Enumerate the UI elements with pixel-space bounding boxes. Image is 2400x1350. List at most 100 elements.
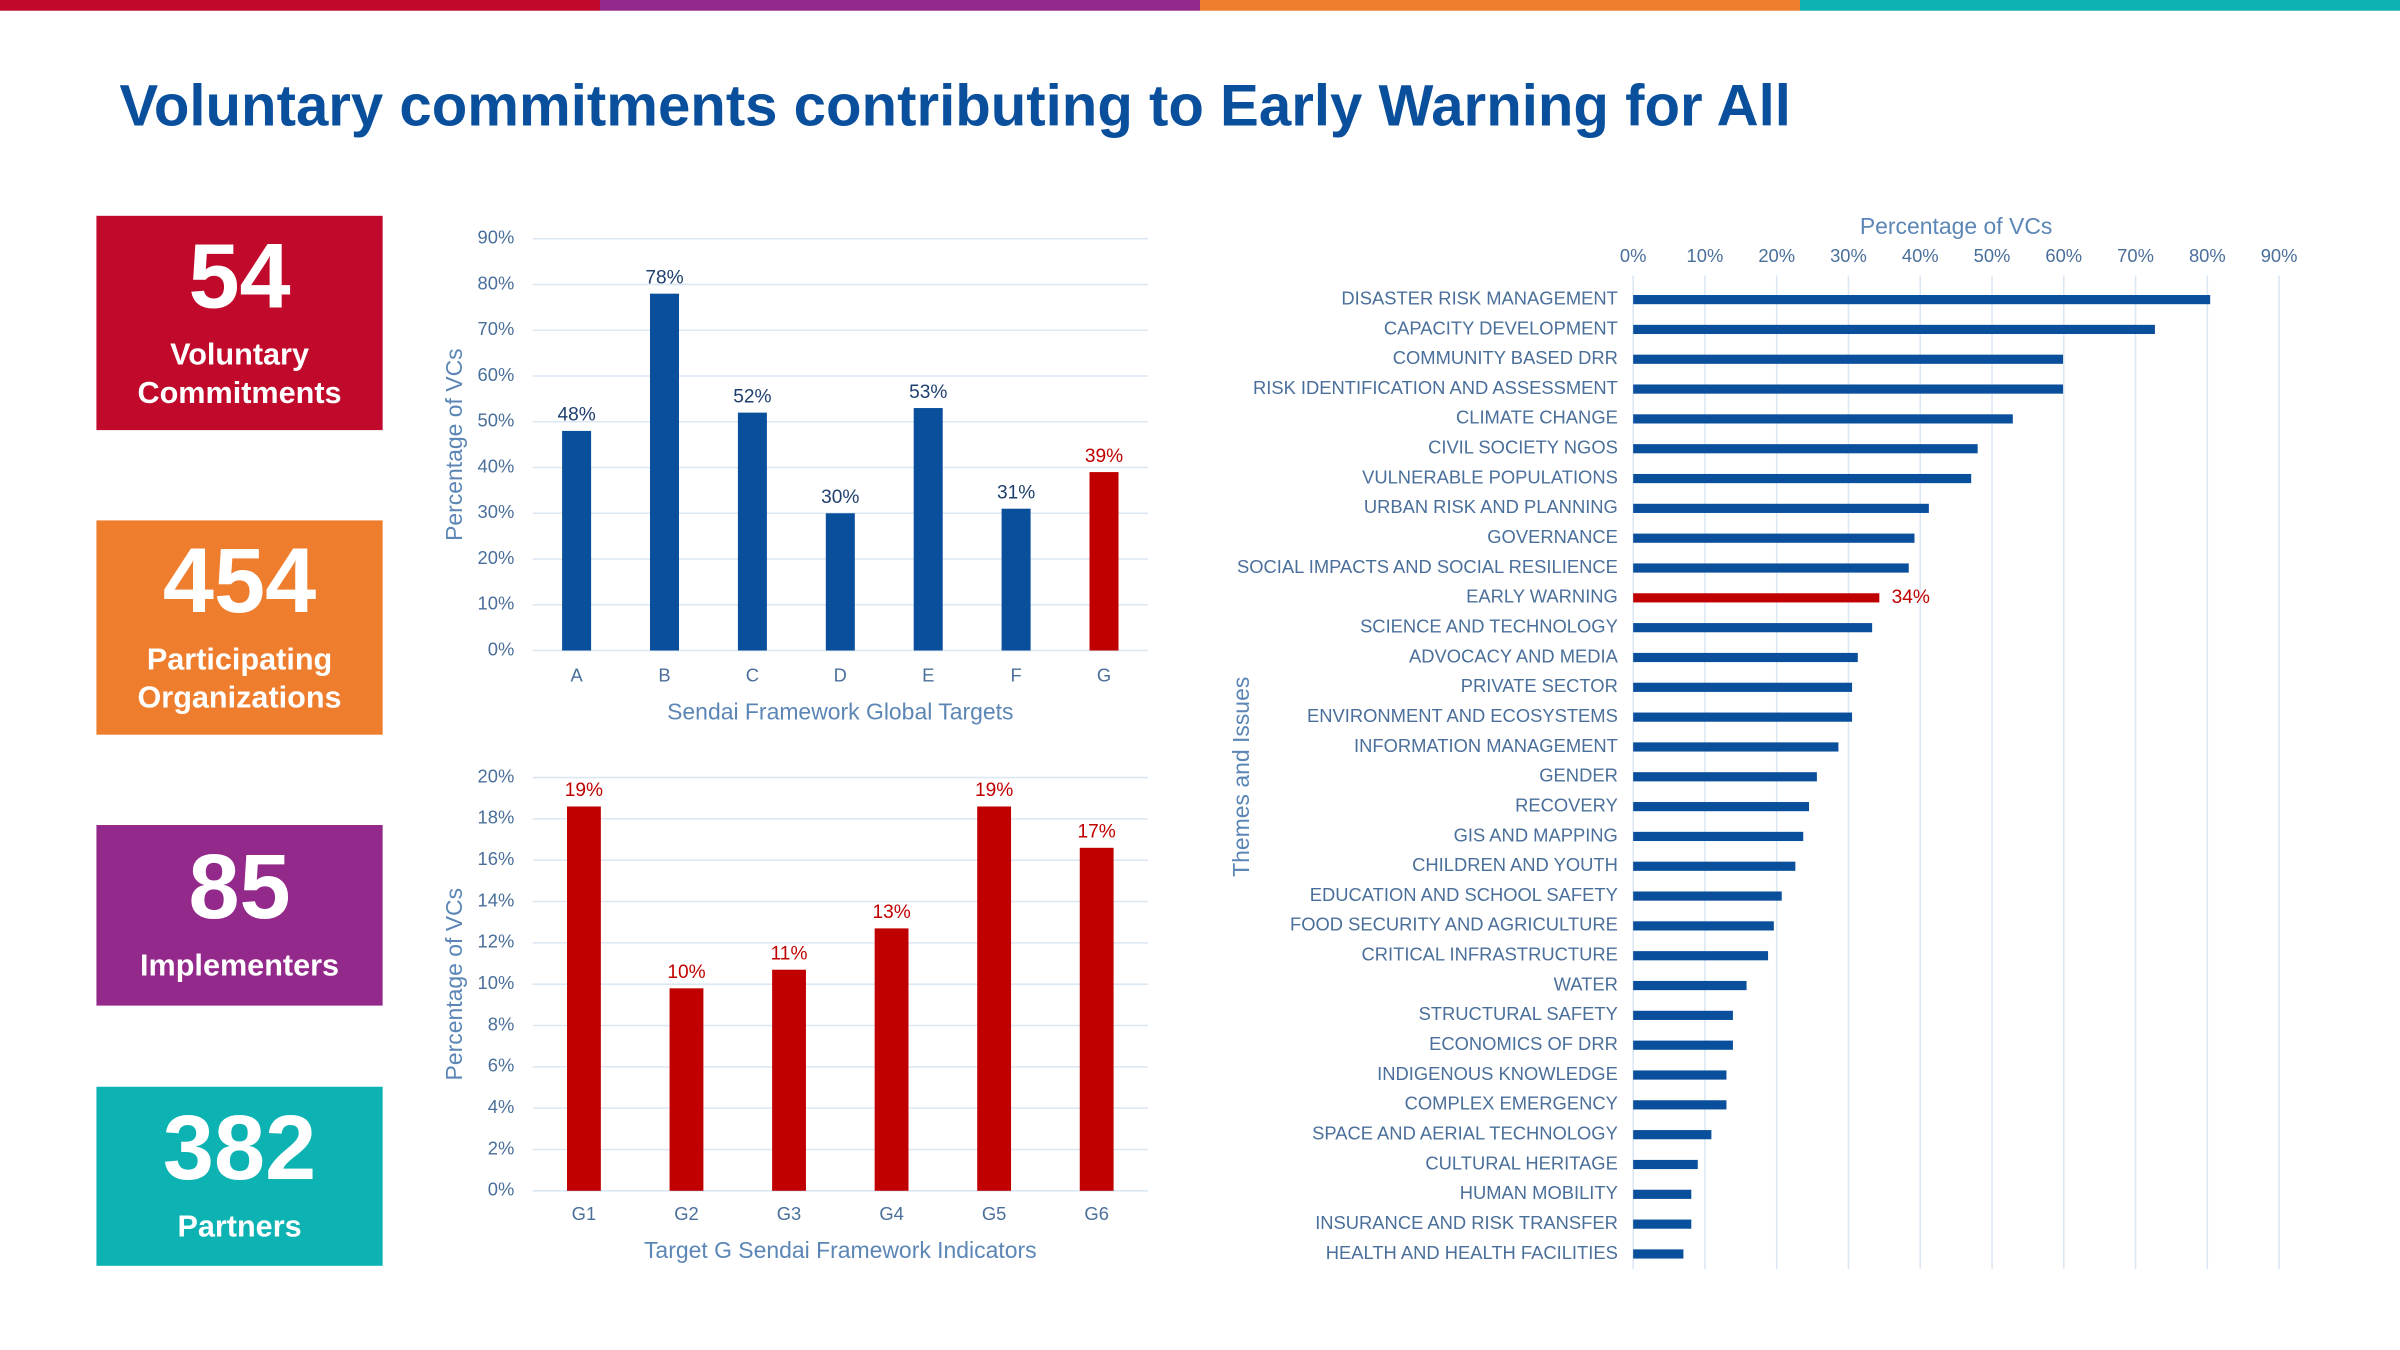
- y-tick-label: VULNERABLE POPULATIONS: [1362, 466, 1618, 487]
- stat-label: Participating: [147, 642, 332, 676]
- bar: [1633, 921, 1774, 931]
- top-stripe: [600, 0, 1200, 11]
- y-tick-label: 18%: [478, 807, 515, 828]
- value-label: 17%: [1078, 822, 1116, 843]
- y-tick-label: GENDER: [1539, 765, 1618, 786]
- stat-card: [96, 520, 383, 735]
- bar: [1633, 354, 2064, 364]
- y-tick-label: 4%: [488, 1096, 515, 1117]
- bar: [1633, 1130, 1712, 1140]
- y-axis-title: Percentage of VCs: [441, 888, 467, 1081]
- y-tick-label: HEALTH AND HEALTH FACILITIES: [1326, 1242, 1618, 1263]
- bar: [1633, 951, 1769, 961]
- bar: [1633, 682, 1853, 692]
- x-tick-label: G6: [1084, 1203, 1109, 1224]
- x-tick-label: 40%: [1902, 245, 1939, 266]
- x-axis-title: Percentage of VCs: [1860, 213, 2053, 239]
- bar: [1633, 1070, 1727, 1080]
- y-tick-label: GIS AND MAPPING: [1454, 824, 1618, 845]
- bar: [1633, 742, 1839, 752]
- y-tick-label: 20%: [478, 547, 515, 568]
- bar: [1089, 472, 1119, 651]
- top-stripe: [0, 0, 600, 11]
- bar: [567, 806, 601, 1191]
- y-tick-label: CHILDREN AND YOUTH: [1412, 854, 1618, 875]
- x-tick-label: 70%: [2117, 245, 2154, 266]
- bar: [650, 293, 680, 651]
- bar: [669, 988, 704, 1191]
- x-tick-label: E: [922, 664, 934, 685]
- bar: [1633, 1249, 1684, 1259]
- bar: [1633, 802, 1809, 812]
- bar: [1633, 1189, 1692, 1199]
- bar: [913, 408, 943, 651]
- bar: [1633, 324, 2155, 335]
- bar: [977, 806, 1012, 1191]
- y-tick-label: EDUCATION AND SCHOOL SAFETY: [1310, 884, 1618, 905]
- x-tick-label: F: [1010, 664, 1021, 685]
- y-tick-label: URBAN RISK AND PLANNING: [1364, 496, 1618, 517]
- y-tick-label: 2%: [488, 1137, 515, 1158]
- top-stripe: [1800, 0, 2400, 11]
- stat-label: Commitments: [137, 376, 341, 410]
- x-tick-label: 30%: [1830, 245, 1867, 266]
- y-tick-label: INSURANCE AND RISK TRANSFER: [1315, 1212, 1618, 1233]
- stat-card: [96, 1086, 383, 1266]
- y-tick-label: DISASTER RISK MANAGEMENT: [1341, 287, 1617, 308]
- bar: [1633, 1159, 1698, 1170]
- y-tick-label: 80%: [478, 272, 515, 293]
- bar: [1633, 533, 1915, 543]
- bar: [737, 412, 767, 651]
- bar: [874, 928, 909, 1191]
- y-tick-label: INFORMATION MANAGEMENT: [1354, 735, 1618, 756]
- y-tick-label: STRUCTURAL SAFETY: [1419, 1003, 1618, 1024]
- y-tick-label: 40%: [478, 455, 515, 476]
- y-tick-label: 0%: [488, 638, 515, 659]
- y-tick-label: 8%: [488, 1013, 515, 1034]
- x-tick-label: 60%: [2045, 245, 2082, 266]
- y-tick-label: RECOVERY: [1515, 794, 1618, 815]
- bar: [1633, 593, 1880, 603]
- stat-value: 454: [163, 530, 316, 632]
- value-label: 52%: [733, 386, 771, 407]
- y-tick-label: EARLY WARNING: [1466, 586, 1618, 607]
- bar: [1633, 712, 1853, 722]
- stat-card: [96, 825, 383, 1006]
- bar: [1633, 980, 1747, 991]
- stat-card: [96, 215, 383, 431]
- x-axis-title: Target G Sendai Framework Indicators: [644, 1237, 1037, 1263]
- value-label: 10%: [667, 962, 705, 983]
- bar: [1633, 652, 1858, 663]
- y-tick-label: 6%: [488, 1055, 515, 1076]
- bar: [1633, 384, 2064, 394]
- y-tick-label: CIVIL SOCIETY NGOS: [1428, 437, 1618, 458]
- y-tick-label: GOVERNANCE: [1487, 526, 1618, 547]
- y-tick-label: SPACE AND AERIAL TECHNOLOGY: [1312, 1123, 1618, 1144]
- stat-value: 382: [163, 1097, 316, 1199]
- bar: [1633, 1040, 1733, 1050]
- bar: [1633, 891, 1782, 901]
- bar: [1633, 1100, 1727, 1110]
- bar: [1633, 772, 1817, 782]
- page-title: Voluntary commitments contributing to Ea…: [119, 74, 1791, 139]
- y-tick-label: COMPLEX EMERGENCY: [1405, 1093, 1618, 1114]
- value-label: 30%: [821, 487, 859, 508]
- bar: [1633, 503, 1929, 513]
- x-tick-label: 10%: [1687, 245, 1724, 266]
- value-label: 48%: [557, 405, 595, 426]
- x-tick-label: D: [834, 664, 847, 685]
- bar: [1633, 1219, 1692, 1229]
- value-label: 19%: [975, 780, 1013, 801]
- y-tick-label: HUMAN MOBILITY: [1460, 1182, 1618, 1203]
- x-tick-label: C: [746, 664, 759, 685]
- x-tick-label: 0%: [1620, 245, 1647, 266]
- y-tick-label: 10%: [478, 593, 515, 614]
- y-tick-label: CLIMATE CHANGE: [1456, 407, 1618, 428]
- bar: [1633, 295, 2211, 305]
- bar: [562, 430, 592, 651]
- stat-label: Voluntary: [170, 338, 309, 372]
- y-tick-label: 60%: [478, 364, 515, 385]
- y-tick-label: 20%: [478, 765, 515, 786]
- value-label: 34%: [1892, 587, 1930, 608]
- bar: [825, 513, 855, 651]
